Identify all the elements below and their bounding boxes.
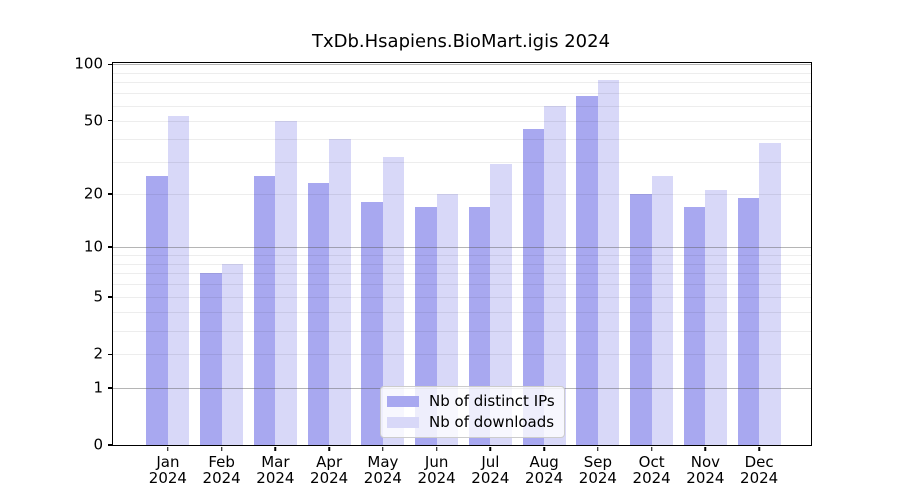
legend-label-downloads: Nb of downloads	[429, 413, 555, 431]
y-label-50: 50	[83, 111, 103, 130]
x-tick-sep	[597, 446, 599, 451]
x-tick-apr	[328, 446, 330, 451]
gridline-minor	[113, 138, 811, 140]
bar-feb-distinct-ips	[200, 273, 222, 445]
x-label-jan: Jan 2024	[148, 453, 187, 487]
x-tick-jun	[435, 446, 438, 451]
y-tick-2	[108, 353, 113, 356]
gridline-minor	[113, 297, 811, 299]
x-label-mar: Mar 2024	[256, 453, 295, 487]
bar-jan-downloads	[167, 115, 190, 445]
legend-swatch-distinct-ips	[387, 395, 419, 407]
x-tick-mar	[274, 446, 277, 451]
bar-oct-distinct-ips	[630, 193, 652, 445]
gridlines-layer	[113, 63, 811, 445]
legend: Nb of distinct IPs Nb of downloads	[380, 386, 565, 438]
x-label-jun: Jun 2024	[417, 453, 456, 487]
bar-jun-distinct-ips	[415, 206, 437, 445]
bar-jul-distinct-ips	[468, 206, 491, 445]
bar-mar-distinct-ips	[253, 176, 276, 445]
axis-layer: Jan 2024 Feb 2024 Mar 2024 Apr 2024 May 2024 Jun 20…	[74, 56, 811, 486]
chart-title: TxDb.Hsapiens.BioMart.igis 2024	[311, 31, 611, 52]
y-label-0: 0	[93, 435, 103, 454]
x-label-feb: Feb 2024	[202, 453, 241, 487]
x-label-sep: Sep 2024	[578, 453, 617, 487]
gridline-minor	[113, 93, 811, 95]
y-tick-20	[108, 193, 113, 195]
gridline-minor	[113, 330, 811, 332]
x-tick-aug	[543, 446, 545, 451]
x-label-oct: Oct 2024	[632, 453, 671, 487]
x-label-apr: Apr 2024	[310, 453, 349, 487]
gridline-minor	[113, 354, 811, 356]
bar-aug-distinct-ips	[522, 129, 545, 445]
bar-nov-distinct-ips	[683, 206, 706, 445]
gridline-minor	[113, 273, 811, 275]
legend-label-distinct-ips: Nb of distinct IPs	[429, 392, 555, 410]
legend-swatch-downloads	[387, 416, 419, 428]
x-tick-jul	[489, 446, 492, 451]
y-label-2: 2	[93, 344, 103, 363]
bar-oct-downloads	[651, 176, 674, 445]
x-label-aug: Aug 2024	[525, 453, 564, 487]
bar-apr-distinct-ips	[307, 182, 330, 445]
plot-area: Jan 2024 Feb 2024 Mar 2024 Apr 2024 May 2024 Jun 20…	[74, 56, 812, 486]
gridline-minor	[113, 284, 811, 286]
bar-mar-downloads	[275, 120, 297, 445]
gridline-minor	[113, 82, 811, 84]
bar-sep-distinct-ips	[576, 95, 598, 445]
bar-feb-downloads	[221, 263, 244, 445]
gridline-minor	[113, 72, 811, 74]
y-label-20: 20	[83, 184, 103, 203]
y-label-1: 1	[93, 378, 103, 397]
bar-jun-downloads	[436, 193, 459, 445]
y-label-10: 10	[83, 237, 103, 256]
bar-jul-downloads	[490, 164, 512, 445]
y-label-5: 5	[93, 287, 103, 306]
bar-may-distinct-ips	[361, 202, 383, 445]
gridline-major	[113, 64, 811, 66]
bar-jan-distinct-ips	[146, 176, 168, 445]
y-tick-0	[108, 444, 113, 446]
x-tick-nov	[704, 446, 707, 451]
gridline-minor	[113, 120, 811, 122]
y-tick-50	[108, 119, 113, 122]
y-tick-5	[108, 296, 113, 298]
gridline-major	[113, 247, 811, 249]
gridline-minor	[113, 255, 811, 256]
bar-dec-distinct-ips	[737, 197, 760, 445]
gridline-minor	[113, 193, 811, 195]
bar-apr-downloads	[329, 138, 351, 445]
gridline-minor	[113, 105, 811, 107]
x-tick-may	[382, 446, 384, 451]
bar-sep-downloads	[597, 80, 620, 445]
bar-aug-downloads	[544, 105, 566, 445]
bar-may-downloads	[382, 156, 405, 445]
y-tick-10	[108, 246, 113, 248]
y-label-100: 100	[74, 54, 103, 73]
gridline-minor	[113, 161, 811, 163]
legend-item-distinct-ips: Nb of distinct IPs	[387, 392, 555, 410]
x-tick-oct	[650, 446, 653, 451]
x-label-nov: Nov 2024	[686, 453, 725, 487]
x-tick-dec	[758, 446, 760, 451]
x-label-may: May 2024	[363, 453, 402, 487]
y-tick-1	[108, 387, 113, 389]
gridline-minor	[113, 312, 811, 314]
y-tick-100	[108, 63, 113, 65]
gridline-minor	[113, 263, 811, 265]
legend-item-downloads: Nb of downloads	[387, 413, 555, 431]
bar-dec-downloads	[759, 142, 781, 445]
bar-nov-downloads	[705, 190, 727, 445]
x-label-dec: Dec 2024	[740, 453, 779, 487]
x-tick-feb	[220, 446, 223, 451]
bars-layer	[113, 63, 811, 445]
x-label-jul: Jul 2024	[471, 453, 510, 487]
x-tick-jan	[167, 446, 169, 451]
